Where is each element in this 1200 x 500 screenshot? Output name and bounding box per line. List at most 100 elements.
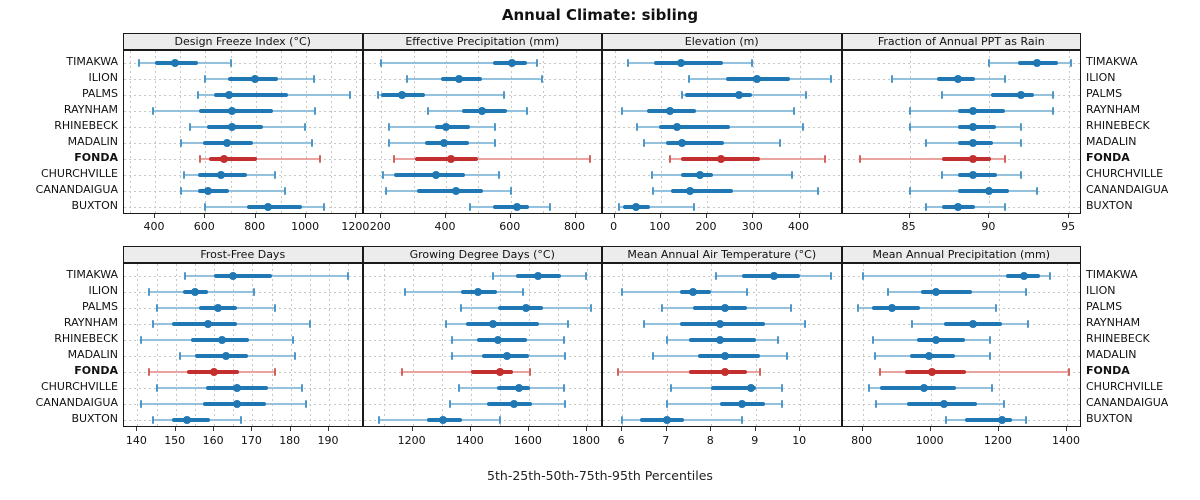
whisker-cap-high bbox=[777, 336, 779, 344]
whisker-cap-high bbox=[253, 288, 256, 296]
axis-tick bbox=[136, 427, 138, 431]
median-dot bbox=[213, 304, 222, 312]
axis-tick-label: 1200 bbox=[341, 220, 370, 233]
axis-tick-label: 600 bbox=[499, 220, 521, 233]
whisker-cap-high bbox=[1069, 59, 1072, 67]
axis-tick-label: 9 bbox=[751, 434, 759, 447]
whisker-cap-high bbox=[791, 171, 794, 179]
median-dot bbox=[969, 107, 978, 115]
axis-tick-label: 1400 bbox=[1052, 434, 1080, 447]
axis-tick bbox=[613, 214, 615, 218]
row-label-right: CANANDAIGUA bbox=[1086, 183, 1169, 196]
whisker-cap-high bbox=[303, 123, 306, 131]
percentile-iqr-bar bbox=[991, 93, 1035, 97]
axis-tick bbox=[254, 214, 256, 218]
median-dot bbox=[522, 304, 530, 312]
whisker-cap-low bbox=[650, 171, 653, 179]
whisker-cap-low bbox=[875, 400, 878, 408]
whisker-cap-low bbox=[617, 203, 620, 211]
axis-tick-label: 400 bbox=[434, 220, 456, 233]
whisker-cap-low bbox=[450, 352, 453, 360]
axis-tick bbox=[665, 427, 667, 431]
percentile-range-line bbox=[200, 158, 320, 160]
gridline-vertical bbox=[309, 264, 311, 426]
whisker-cap-low bbox=[714, 272, 717, 280]
whisker-cap-low bbox=[940, 91, 943, 99]
gridline-vertical bbox=[478, 51, 480, 213]
whisker-cap-low bbox=[178, 352, 181, 360]
whisker-cap-high bbox=[590, 304, 593, 312]
percentile-range-line bbox=[618, 206, 695, 208]
whisker-cap-high bbox=[823, 155, 826, 163]
percentile-iqr-bar bbox=[214, 93, 289, 97]
median-dot bbox=[203, 187, 212, 195]
gridline-vertical bbox=[205, 51, 207, 213]
gridline-vertical bbox=[528, 264, 530, 426]
panel-strip-title: Effective Precipitation (mm) bbox=[362, 33, 602, 50]
whisker-cap-low bbox=[652, 352, 655, 360]
whisker-cap-low bbox=[911, 320, 913, 328]
gridline-vertical bbox=[175, 264, 177, 426]
whisker-cap-high bbox=[793, 107, 795, 115]
gridline-horizontal bbox=[124, 63, 362, 64]
panel-plot-area bbox=[602, 50, 842, 214]
whisker-cap-low bbox=[621, 416, 624, 424]
whisker-cap-low bbox=[887, 288, 890, 296]
whisker-cap-low bbox=[621, 107, 624, 115]
whisker-cap-low bbox=[458, 384, 461, 392]
percentile-iqr-bar bbox=[434, 125, 471, 129]
whisker-cap-high bbox=[991, 384, 994, 392]
whisker-cap-low bbox=[687, 75, 690, 83]
gridline-vertical bbox=[930, 264, 932, 426]
whisker-cap-low bbox=[665, 400, 668, 408]
whisker-cap-low bbox=[861, 272, 864, 280]
whisker-cap-low bbox=[940, 171, 943, 179]
whisker-cap-low bbox=[151, 107, 154, 115]
axis-tick-label: 8 bbox=[706, 434, 714, 447]
percentile-range-line bbox=[857, 307, 996, 309]
median-dot bbox=[510, 400, 519, 408]
axis-tick-label: 800 bbox=[851, 434, 873, 447]
median-dot bbox=[678, 139, 687, 147]
row-label-left: ILION bbox=[88, 284, 118, 297]
row-label-right: PALMS bbox=[1086, 300, 1123, 313]
row-label-right: RAYNHAM bbox=[1086, 316, 1141, 329]
gridline-vertical bbox=[989, 51, 991, 213]
gridline-horizontal bbox=[603, 207, 841, 208]
median-dot bbox=[666, 107, 674, 115]
whisker-cap-low bbox=[924, 203, 927, 211]
percentile-iqr-bar bbox=[470, 370, 513, 374]
axis-tick bbox=[574, 214, 576, 218]
whisker-cap-low bbox=[381, 171, 384, 179]
axis-tick bbox=[328, 427, 329, 431]
whisker-cap-low bbox=[621, 288, 624, 296]
whisker-cap-low bbox=[196, 91, 199, 99]
whisker-cap-low bbox=[891, 75, 893, 83]
median-dot bbox=[631, 203, 640, 211]
percentile-iqr-bar bbox=[658, 125, 730, 129]
panel-strip-title: Elevation (m) bbox=[602, 33, 842, 50]
median-dot bbox=[533, 272, 542, 280]
percentile-range-line bbox=[394, 158, 590, 160]
median-dot bbox=[264, 203, 273, 211]
panel-strip-title: Growing Degree Days (°C) bbox=[362, 246, 602, 263]
whisker-cap-low bbox=[908, 107, 911, 115]
gridline-vertical bbox=[137, 264, 139, 426]
median-dot bbox=[398, 91, 407, 99]
gridline-vertical bbox=[666, 264, 668, 426]
whisker-cap-low bbox=[651, 187, 654, 195]
row-label-right: TIMAKWA bbox=[1086, 268, 1138, 281]
axis-tick-label: 6 bbox=[617, 434, 625, 447]
median-dot bbox=[217, 336, 226, 344]
row-label-right: PALMS bbox=[1086, 87, 1123, 100]
whisker-cap-high bbox=[239, 416, 242, 424]
row-label-left: MADALIN bbox=[67, 348, 118, 361]
percentile-range-line bbox=[181, 190, 285, 192]
whisker-cap-high bbox=[750, 59, 753, 67]
axis-tick-label: 150 bbox=[164, 434, 186, 447]
median-dot bbox=[769, 272, 778, 280]
percentile-iqr-bar bbox=[920, 290, 972, 294]
whisker-cap-high bbox=[1052, 91, 1055, 99]
whisker-cap-low bbox=[450, 336, 453, 344]
percentile-iqr-bar bbox=[246, 205, 303, 209]
